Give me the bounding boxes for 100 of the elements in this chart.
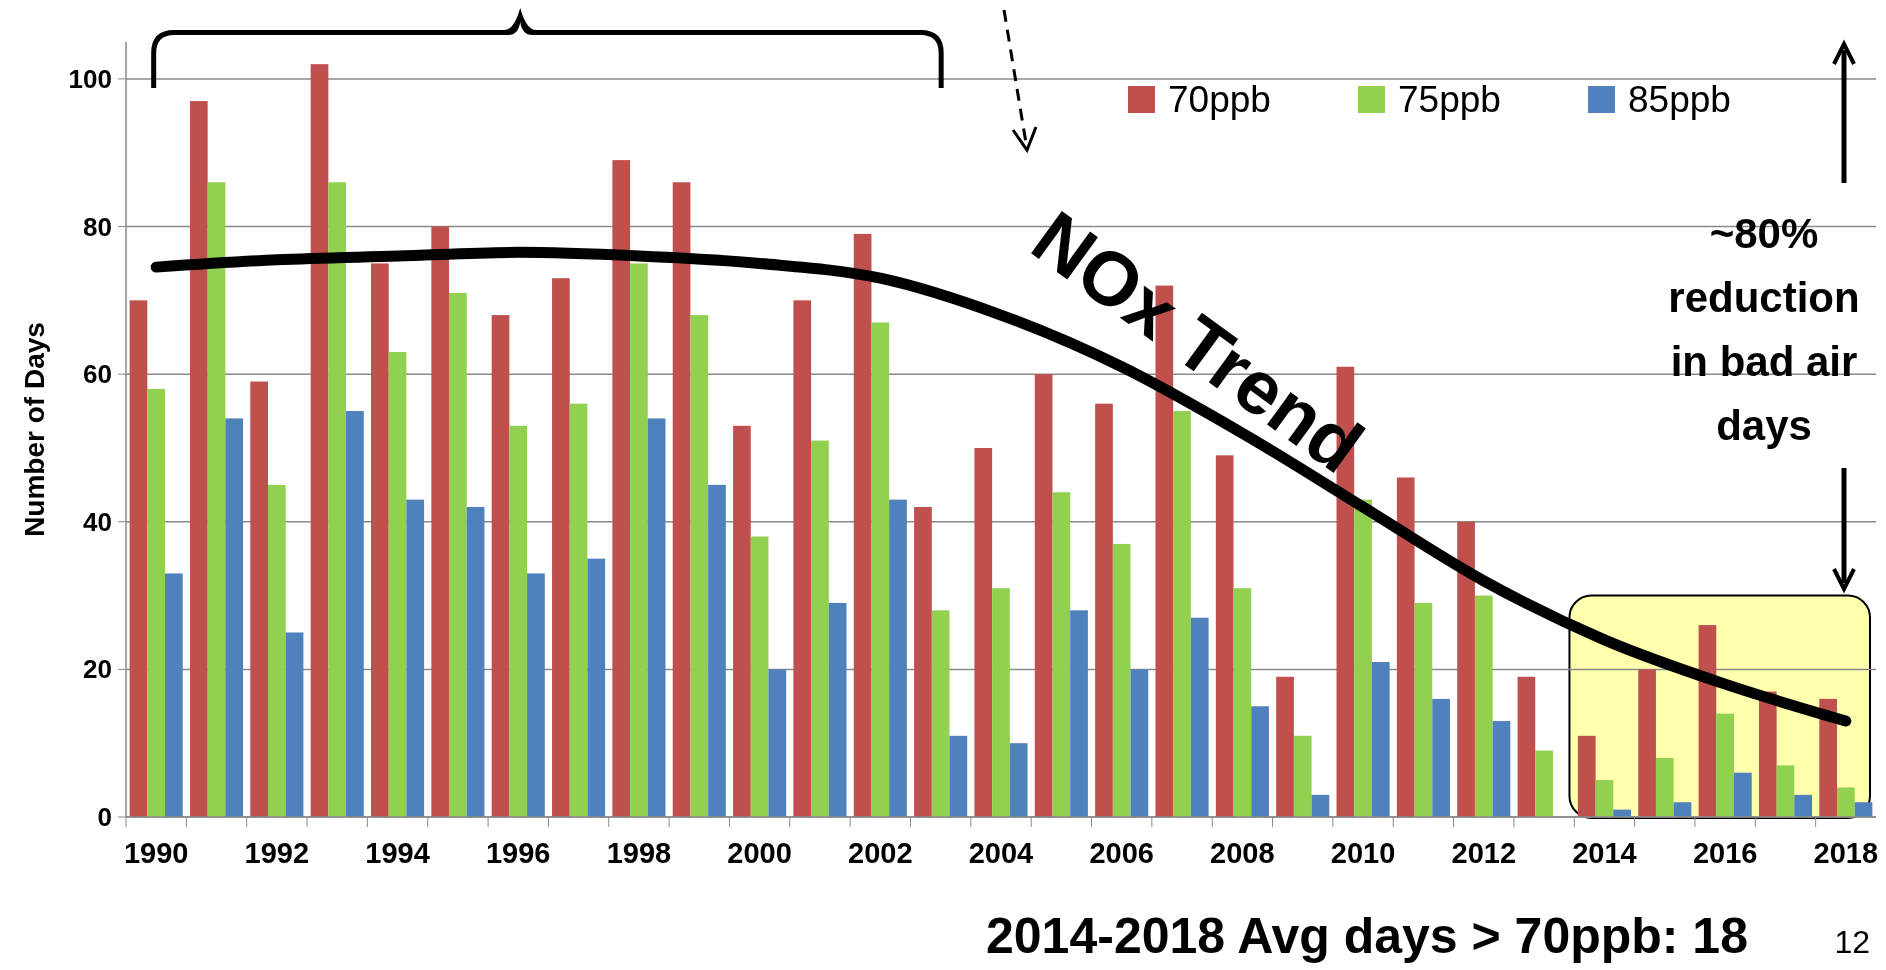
bar [811,440,829,817]
bar [1052,492,1071,817]
bar [509,425,528,817]
bar [225,418,244,817]
bar [1190,617,1209,817]
bar [1130,669,1149,817]
annotation: ~80% reduction in bad air days [1668,210,1860,449]
bar [129,300,148,817]
bar [1776,765,1795,817]
x-tick-label: 2018 [1813,837,1879,869]
bar [1311,794,1330,817]
text: 2014-2018 Avg days > 70ppb: 18 [986,908,1748,964]
bar [552,278,570,817]
bar [147,388,166,817]
bar [406,499,425,817]
bar [1414,602,1433,817]
bar [750,536,769,817]
bar [1854,802,1873,817]
x-tick-label: 1996 [485,837,551,869]
bar [1293,735,1312,817]
bar [931,610,950,817]
bar [1034,374,1053,817]
x-tick-label: 1994 [365,837,430,869]
bar [1758,691,1777,817]
bar [491,315,510,817]
bar [733,425,751,817]
x-tick-label: 1998 [606,837,672,869]
bar [1577,735,1596,817]
bar [1638,669,1656,817]
x-tick-label: 2008 [1210,837,1275,869]
bar [1836,787,1855,817]
bar [1276,676,1294,817]
bar [527,573,545,817]
bar [793,300,812,817]
x-tick-label: 1990 [123,837,189,869]
x-tick-label: 2000 [727,837,792,869]
bar [1396,477,1415,817]
x-tick-label: 1992 [244,837,310,869]
bar [672,182,691,817]
bar [1655,757,1674,817]
y-tick-label: 60 [83,359,112,390]
bar [1432,698,1450,817]
bar [207,182,226,817]
bar [647,418,666,817]
bar [1371,662,1390,817]
bar [1251,706,1269,817]
bar [612,160,631,817]
legend-label: 85ppb [1628,79,1731,120]
bar [1474,595,1493,817]
y-axis-title: Number of Days [19,322,50,537]
bar [949,735,968,817]
bar [268,484,286,817]
x-tick-label: 2002 [848,837,913,869]
legend-label: 70ppb [1168,79,1271,120]
bar [328,182,347,817]
x-tick-label: 2014 [1572,837,1637,869]
bar [587,558,606,817]
bar [1698,625,1717,817]
bar [1492,721,1511,817]
bar [1794,794,1813,817]
bar [1070,610,1088,817]
bar [285,632,304,817]
bar [853,233,872,817]
bar [992,588,1010,817]
legend-label: 75ppb [1398,79,1501,120]
bar [1517,676,1536,817]
bar [165,573,183,817]
bar [1009,743,1028,817]
bar [1354,499,1372,817]
x-tick-label: 2010 [1330,837,1396,869]
bar [1535,750,1553,817]
bar [914,507,932,817]
x-tick-label: 2004 [968,837,1034,869]
y-tick-label: 0 [97,802,112,832]
bar [1112,543,1131,817]
y-tick-label: 100 [68,63,112,94]
bar [569,403,588,817]
bar [708,484,726,817]
bar [871,322,890,817]
y-tick-label: 20 [83,654,112,685]
text: 12 [1834,924,1870,960]
y-tick-label: 80 [83,211,112,242]
bar [371,263,389,817]
bar [1457,521,1475,817]
bar [1733,772,1752,817]
bar [449,292,467,817]
x-tick-label: 2012 [1451,837,1517,869]
bar [1716,713,1734,817]
bar [466,507,485,817]
bar [1595,780,1614,817]
bar [250,381,269,817]
bar [889,499,907,817]
bar [828,602,847,817]
bar [189,101,208,817]
bar [1673,802,1692,817]
bar [1233,588,1252,817]
bar [388,352,407,817]
bar [690,315,709,817]
bar [346,411,364,817]
bar [974,447,993,817]
